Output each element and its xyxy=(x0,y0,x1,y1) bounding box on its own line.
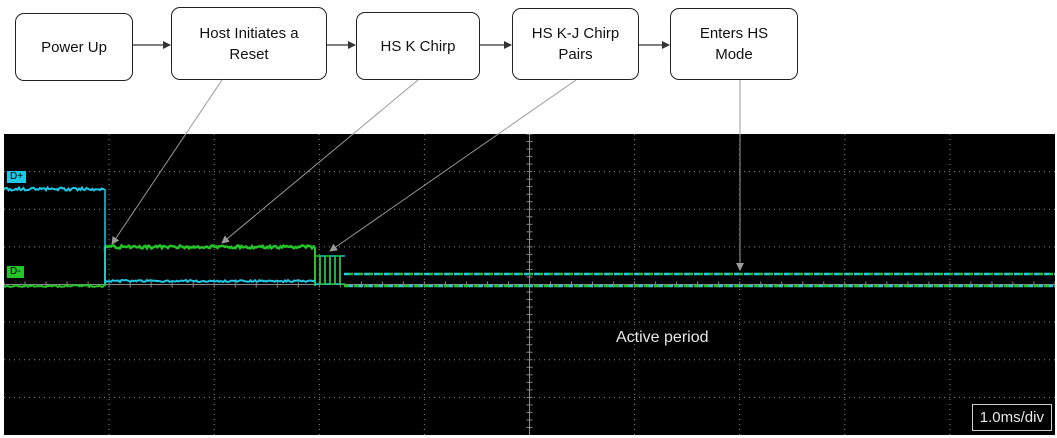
pointer-k-chirp xyxy=(222,80,418,243)
pointer-kj-pairs xyxy=(330,80,576,251)
pointer-reset xyxy=(112,80,222,244)
